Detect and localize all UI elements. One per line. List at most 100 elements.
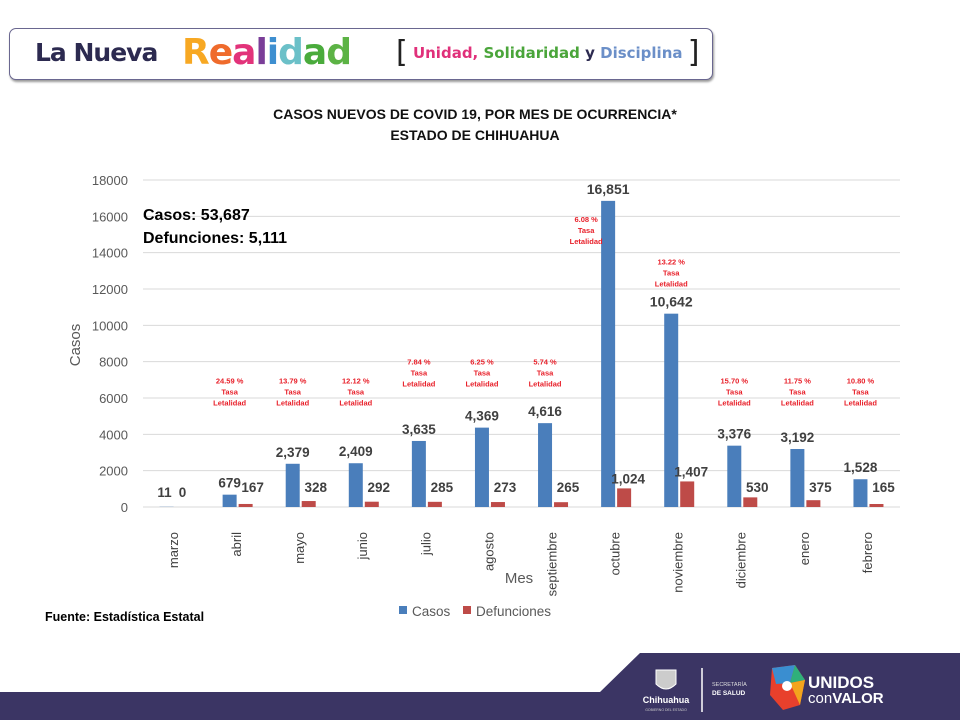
bar-casos [474, 427, 489, 507]
lethality-label: 6.08 % [574, 215, 598, 224]
x-tick-label: julio [418, 532, 433, 556]
data-label-defunciones: 265 [557, 480, 580, 495]
y-tick-label: 0 [121, 500, 128, 515]
lethality-label: 12.12 % [342, 376, 370, 385]
y-tick-label: 10000 [92, 318, 128, 333]
x-tick-label: mayo [292, 532, 307, 564]
lethality-label: Tasa [348, 387, 365, 396]
bar-defunciones [680, 481, 695, 507]
lethality-label: Letalidad [570, 237, 603, 246]
total-defunciones-annotation: Defunciones: 5,111 [143, 230, 287, 247]
lethality-label: Letalidad [339, 398, 372, 407]
bar-defunciones [743, 497, 758, 507]
y-tick-label: 12000 [92, 282, 128, 297]
lethality-label: Letalidad [781, 398, 814, 407]
lethality-label: Tasa [284, 387, 301, 396]
lethality-label: Letalidad [402, 379, 435, 388]
x-tick-label: enero [797, 532, 812, 565]
lethality-label: Tasa [411, 368, 428, 377]
legend-swatch-defunciones [463, 606, 471, 614]
legend-label-defunciones: Defunciones [476, 604, 551, 619]
lethality-label: Letalidad [276, 398, 309, 407]
x-tick-label: febrero [860, 532, 875, 573]
total-casos-annotation: Casos: 53,687 [143, 207, 250, 224]
bar-defunciones [238, 503, 253, 507]
data-label-defunciones: 165 [872, 480, 895, 495]
bar-defunciones [617, 488, 632, 507]
y-tick-label: 8000 [99, 355, 128, 370]
chart-title-line2: ESTADO DE CHIHUAHUA [390, 127, 560, 143]
lethality-label: Tasa [663, 269, 680, 278]
bar-casos [601, 200, 616, 507]
data-label-casos: 679 [218, 476, 241, 491]
data-label-defunciones: 328 [304, 480, 327, 495]
bar-defunciones [364, 501, 379, 507]
lethality-label: 24.59 % [216, 376, 244, 385]
legend-label-casos: Casos [412, 604, 451, 619]
data-label-defunciones: 292 [368, 480, 391, 495]
chart-title-line1: CASOS NUEVOS DE COVID 19, POR MES DE OCU… [273, 106, 677, 122]
data-label-casos: 4,616 [528, 404, 562, 419]
lethality-label: 15.70 % [721, 376, 749, 385]
y-tick-label: 4000 [99, 427, 128, 442]
bar-casos [222, 494, 237, 507]
data-label-defunciones: 1,407 [674, 464, 708, 479]
lethality-label: Letalidad [465, 379, 498, 388]
lethality-label: 10.80 % [847, 376, 875, 385]
bar-defunciones [806, 500, 821, 507]
campaign-banner: La Nueva Realidad [ Unidad, Solidaridad … [9, 28, 713, 80]
lethality-label: Tasa [578, 226, 595, 235]
bar-defunciones [554, 502, 569, 507]
data-label-defunciones: 1,024 [611, 471, 645, 486]
x-tick-label: agosto [481, 532, 496, 571]
data-label-defunciones: 285 [431, 480, 454, 495]
y-tick-label: 16000 [92, 209, 128, 224]
data-label-defunciones: 0 [179, 485, 187, 500]
data-label-casos: 1,528 [844, 460, 878, 475]
data-label-casos: 11 [157, 485, 172, 500]
lethality-label: Tasa [726, 387, 743, 396]
tag-unidad: Unidad, [412, 44, 479, 62]
legend-swatch-casos [399, 606, 407, 614]
bar-casos [538, 423, 553, 507]
x-tick-label: noviembre [671, 532, 686, 593]
data-label-casos: 3,376 [717, 427, 751, 442]
data-label-casos: 16,851 [587, 181, 630, 197]
lethality-label: Letalidad [844, 398, 877, 407]
bar-casos [853, 479, 868, 507]
data-label-defunciones: 273 [494, 480, 517, 495]
lethality-label: 5.74 % [533, 357, 557, 366]
tag-y: y [585, 44, 595, 62]
lethality-label: Tasa [221, 387, 238, 396]
x-tick-label: junio [355, 532, 370, 560]
banner-tagline: [ Unidad, Solidaridad y Disciplina ] [396, 35, 700, 70]
lethality-label: 11.75 % [784, 376, 811, 385]
data-label-defunciones: 375 [809, 480, 832, 495]
lethality-label: Letalidad [655, 280, 688, 289]
data-label-casos: 3,192 [780, 430, 814, 445]
x-tick-label: septiembre [544, 532, 559, 596]
banner-realidad: Realidad [182, 32, 352, 73]
x-axis-label: Mes [505, 570, 533, 587]
lethality-label: Letalidad [529, 379, 562, 388]
banner-la-nueva: La Nueva [35, 38, 158, 67]
data-label-casos: 10,642 [650, 294, 693, 310]
y-axis-label: Casos [67, 324, 84, 367]
data-label-casos: 2,379 [276, 445, 310, 460]
data-label-casos: 3,635 [402, 422, 436, 437]
bar-defunciones [301, 501, 316, 507]
data-label-casos: 2,409 [339, 444, 373, 459]
bar-casos [727, 445, 742, 507]
lethality-label: 6.25 % [470, 357, 494, 366]
bar-casos [285, 463, 300, 507]
bar-casos [664, 313, 679, 507]
lethality-label: Letalidad [213, 398, 246, 407]
x-tick-label: octubre [608, 532, 623, 575]
source-note: Fuente: Estadística Estatal [45, 610, 205, 624]
tag-solidaridad: Solidaridad [483, 44, 580, 62]
lethality-label: Letalidad [718, 398, 751, 407]
bar-casos [790, 449, 805, 507]
bar-casos [348, 463, 363, 507]
x-tick-label: diciembre [734, 532, 749, 588]
